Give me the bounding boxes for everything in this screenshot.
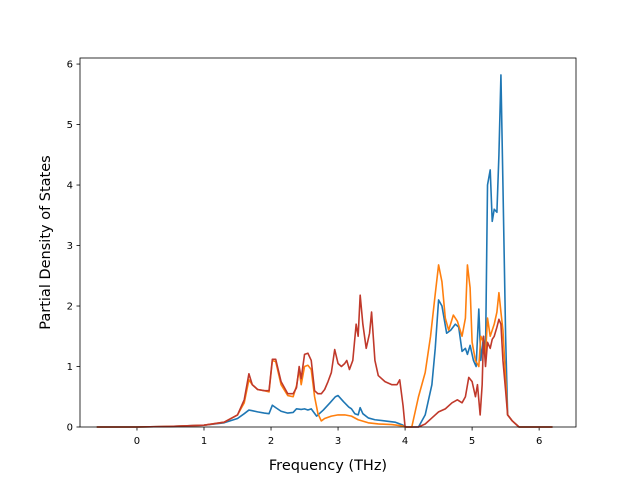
y-tick-label: 3 bbox=[67, 241, 73, 252]
y-tick-label: 4 bbox=[67, 181, 73, 192]
x-tick-label: 1 bbox=[201, 436, 207, 447]
y-tick-label: 0 bbox=[67, 423, 73, 434]
x-tick-label: 5 bbox=[469, 436, 475, 447]
y-axis-label: Partial Density of States bbox=[38, 155, 54, 329]
x-tick-label: 2 bbox=[268, 436, 274, 447]
y-tick-label: 5 bbox=[67, 120, 73, 131]
y-axis-ticks: 0 1 2 3 4 5 6 bbox=[67, 60, 80, 434]
series-line-1 bbox=[96, 74, 553, 428]
plot-frame bbox=[79, 57, 577, 428]
x-tick-label: 6 bbox=[536, 436, 542, 447]
y-tick-label: 6 bbox=[67, 60, 73, 71]
x-tick-label: 3 bbox=[335, 436, 341, 447]
y-tick-label: 1 bbox=[67, 362, 73, 373]
x-axis-ticks: 0 1 2 3 4 5 6 bbox=[134, 427, 542, 447]
x-tick-label: 4 bbox=[402, 436, 408, 447]
series-line-3 bbox=[96, 294, 553, 428]
series-layer bbox=[96, 74, 553, 428]
y-tick-label: 2 bbox=[67, 302, 73, 313]
x-tick-label: 0 bbox=[134, 436, 140, 447]
x-axis-label: Frequency (THz) bbox=[269, 458, 387, 474]
